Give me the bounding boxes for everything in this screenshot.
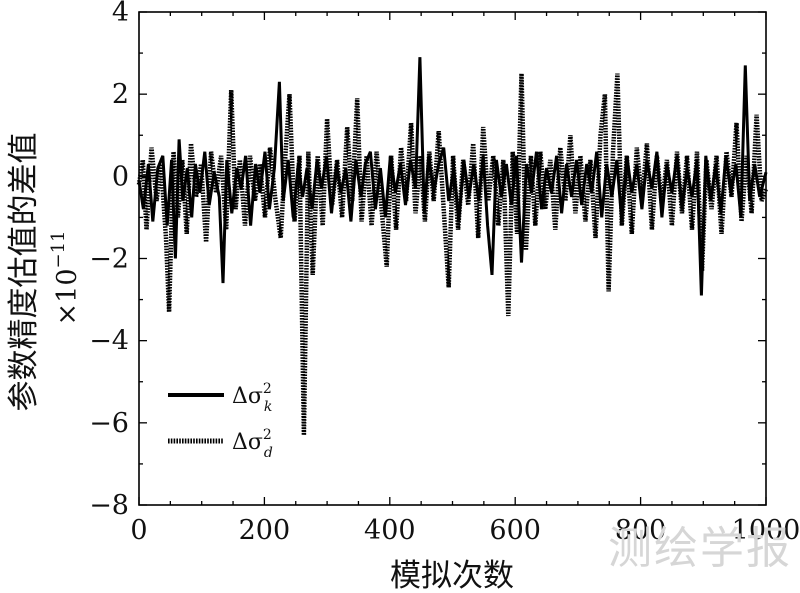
x-tick-label: 800 [615, 515, 667, 546]
x-tick-label: 200 [239, 515, 291, 546]
y-tick-label: 0 [112, 161, 129, 192]
watermark: 测绘学报 [608, 523, 792, 574]
y-tick-label: 2 [112, 79, 129, 110]
y-multiplier-exponent: −11 [48, 231, 69, 269]
y-tick-label: −6 [89, 408, 129, 439]
legend: Δσ2 k Δσ2 d [168, 381, 273, 461]
series-layer [136, 57, 769, 436]
legend-label-d: Δσ2 d [232, 427, 273, 461]
y-multiplier-base: ×10 [52, 269, 83, 326]
y-multiplier: ×10−11 [48, 231, 83, 326]
y-tick-label: −4 [89, 326, 129, 357]
y-tick-label: −2 [89, 244, 129, 275]
series-line-k [137, 57, 768, 296]
y-axis-title: 参数精度估值的差值 [6, 133, 42, 412]
legend-label-k: Δσ2 k [232, 381, 272, 415]
x-tick-label: 400 [364, 515, 416, 546]
series-line-d [136, 73, 769, 436]
x-tick-label: 0 [130, 515, 147, 546]
y-tick-label: −8 [89, 490, 129, 521]
svg-text:×10−11: ×10−11 [48, 231, 83, 326]
y-tick-label: 4 [112, 0, 129, 28]
axes-layer: 0 200 400 600 800 1000 4 2 0 −2 −4 −6 −8 [89, 0, 800, 546]
x-tick-label: 1000 [732, 515, 800, 546]
x-tick-label: 600 [489, 515, 541, 546]
x-axis-title: 模拟次数 [390, 558, 514, 593]
